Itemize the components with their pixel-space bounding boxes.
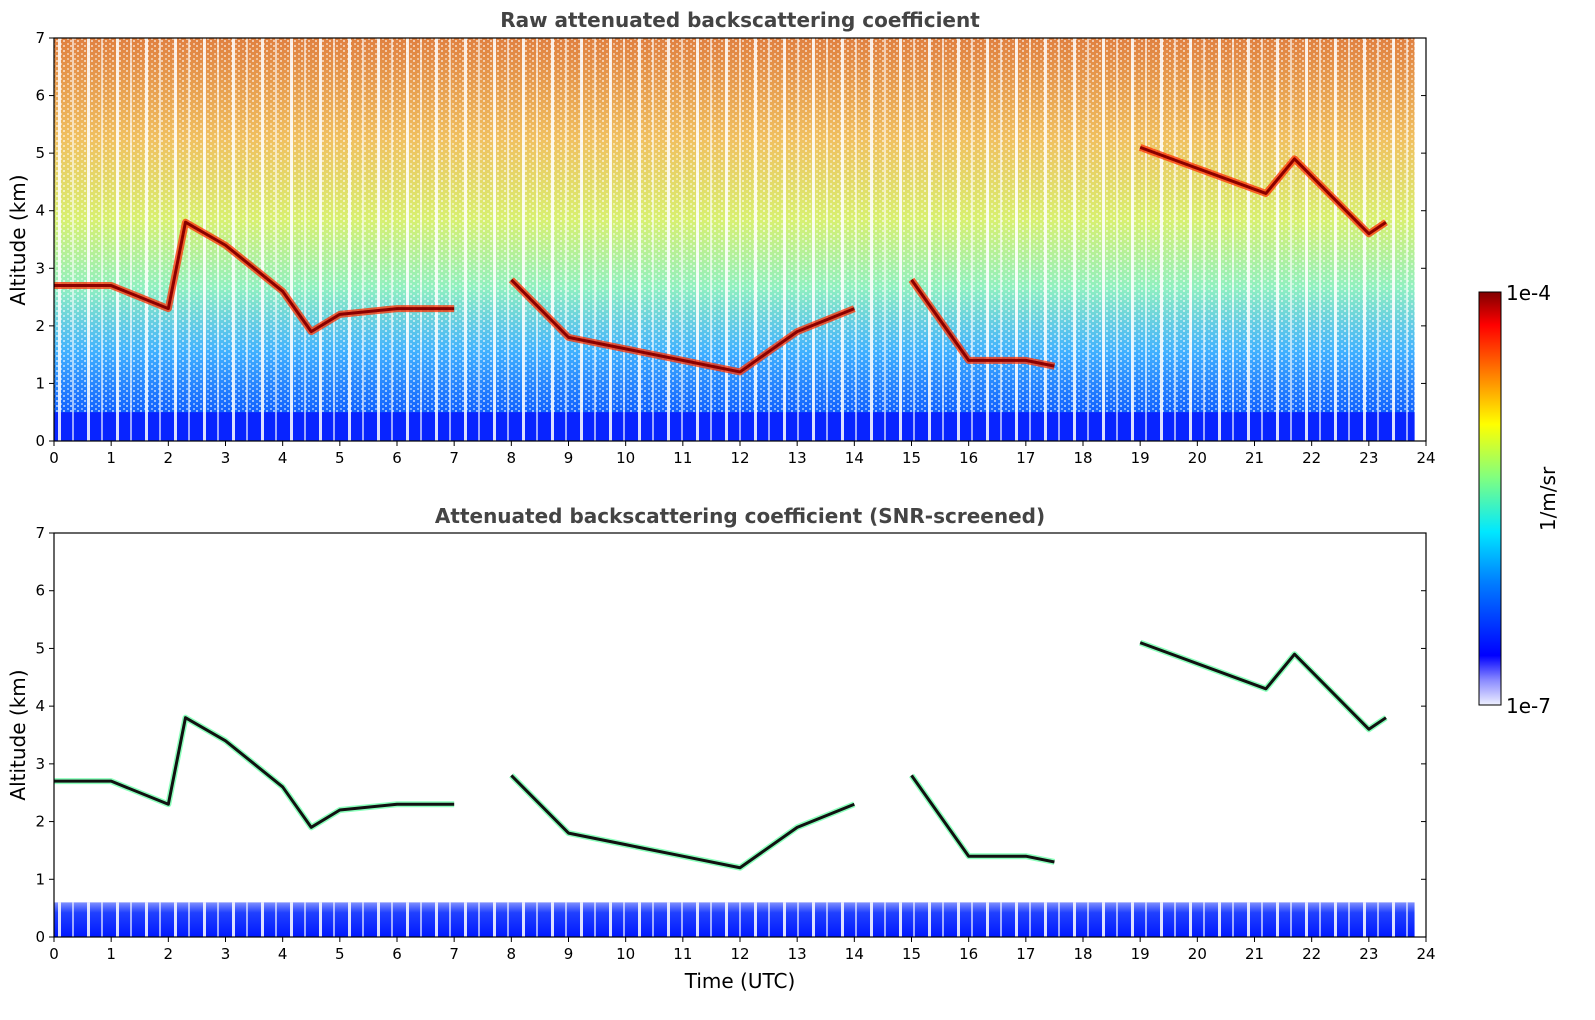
raw-x-tick-label: 2 <box>164 449 174 467</box>
raw-panel-title: Raw attenuated backscattering coefficien… <box>500 8 980 32</box>
colorbar-gradient <box>1478 291 1502 706</box>
raw-y-tick-label: 5 <box>35 144 45 162</box>
screened-y-tick-label: 5 <box>35 639 45 657</box>
raw-x-tick-label: 10 <box>616 449 635 467</box>
screened-x-tick-label: 16 <box>959 945 978 963</box>
screened-y-tick-label: 2 <box>35 813 45 831</box>
screened-x-tick-label: 9 <box>564 945 574 963</box>
raw-plot-area <box>54 38 1415 441</box>
screened-y-axis-label: Altitude (km) <box>6 669 30 800</box>
raw-x-tick-label: 13 <box>788 449 807 467</box>
raw-backscatter-panel: Raw attenuated backscattering coefficien… <box>6 8 1436 467</box>
screened-x-tick-label: 21 <box>1245 945 1264 963</box>
raw-cloud-core <box>1139 145 1387 236</box>
screened-cloud-layer <box>54 716 455 829</box>
raw-x-tick-label: 0 <box>49 449 59 467</box>
raw-x-tick-label: 16 <box>959 449 978 467</box>
screened-cloud-halo <box>54 714 455 831</box>
colorbar-min-label: 1e-7 <box>1506 694 1551 718</box>
raw-gap-stripes <box>54 38 1415 441</box>
raw-x-tick-label: 6 <box>392 449 402 467</box>
raw-x-tick-label: 22 <box>1302 449 1321 467</box>
raw-x-tick-label: 17 <box>1016 449 1035 467</box>
raw-y-tick-label: 7 <box>35 29 45 47</box>
screened-cloud-halo <box>909 773 1056 865</box>
x-axis-label: Time (UTC) <box>684 969 796 993</box>
raw-y-tick-label: 4 <box>35 202 45 220</box>
screened-x-tick-label: 18 <box>1073 945 1092 963</box>
raw-y-tick-label: 6 <box>35 87 45 105</box>
raw-y-ticks: 0 1 2 3 4 5 6 7 <box>35 29 1426 450</box>
raw-x-tick-label: 3 <box>221 449 231 467</box>
raw-cloud-core <box>910 278 1055 368</box>
raw-x-tick-label: 8 <box>507 449 517 467</box>
screened-plot-area <box>54 639 1415 937</box>
raw-x-tick-label: 21 <box>1245 449 1264 467</box>
screened-x-tick-label: 17 <box>1016 945 1035 963</box>
screened-x-tick-label: 8 <box>507 945 517 963</box>
screened-x-tick-label: 15 <box>902 945 921 963</box>
screened-x-tick-label: 0 <box>49 945 59 963</box>
screened-x-tick-label: 19 <box>1131 945 1150 963</box>
raw-x-tick-label: 14 <box>845 449 864 467</box>
screened-x-tick-label: 24 <box>1416 945 1435 963</box>
screened-x-tick-label: 20 <box>1188 945 1207 963</box>
raw-x-tick-label: 20 <box>1188 449 1207 467</box>
raw-cloud-core <box>510 278 855 374</box>
raw-x-tick-label: 4 <box>278 449 288 467</box>
raw-x-tick-label: 9 <box>564 449 574 467</box>
screened-x-tick-label: 14 <box>845 945 864 963</box>
raw-cloud-core <box>54 220 455 334</box>
raw-x-tick-label: 23 <box>1359 449 1378 467</box>
screened-x-tick-label: 3 <box>221 945 231 963</box>
screened-x-tick-label: 5 <box>335 945 345 963</box>
screened-x-tick-label: 7 <box>449 945 459 963</box>
raw-x-tick-label: 24 <box>1416 449 1435 467</box>
screened-x-tick-label: 22 <box>1302 945 1321 963</box>
raw-x-tick-label: 12 <box>730 449 749 467</box>
screened-plot-frame <box>53 532 1427 938</box>
screened-x-tick-label: 1 <box>106 945 116 963</box>
raw-y-axis-label: Altitude (km) <box>6 174 30 305</box>
screened-cloud-halo <box>509 773 856 871</box>
raw-y-tick-label: 2 <box>35 317 45 335</box>
screened-backscatter-panel: Attenuated backscattering coefficient (S… <box>6 504 1436 993</box>
screened-y-tick-label: 1 <box>35 870 45 888</box>
raw-x-tick-label: 18 <box>1073 449 1092 467</box>
screened-x-ticks: 0 1 2 3 4 5 6 7 8 9 10 11 12 13 14 15 16 17 18 19 20 21 22 23 24 <box>49 937 1436 963</box>
screened-cloud-layer <box>910 774 1055 864</box>
screened-x-tick-label: 4 <box>278 945 288 963</box>
colorbar-unit-label: 1/m/sr <box>1536 466 1560 531</box>
screened-y-ticks: 0 1 2 3 4 5 6 7 <box>35 524 1426 946</box>
screened-y-tick-label: 4 <box>35 697 45 715</box>
screened-x-tick-label: 13 <box>788 945 807 963</box>
screened-x-tick-label: 6 <box>392 945 402 963</box>
screened-gap-stripes <box>54 902 1415 937</box>
screened-panel-title: Attenuated backscattering coefficient (S… <box>435 504 1045 528</box>
raw-x-tick-label: 1 <box>106 449 116 467</box>
screened-x-tick-label: 2 <box>164 945 174 963</box>
screened-x-tick-label: 23 <box>1359 945 1378 963</box>
raw-x-tick-label: 5 <box>335 449 345 467</box>
raw-x-tick-label: 19 <box>1131 449 1150 467</box>
raw-y-tick-label: 3 <box>35 259 45 277</box>
screened-x-tick-label: 12 <box>730 945 749 963</box>
screened-y-tick-label: 3 <box>35 755 45 773</box>
screened-cloud-layer <box>1139 641 1387 731</box>
colorbar: 1e-4 1e-7 1/m/sr <box>1478 281 1560 718</box>
colorbar-max-label: 1e-4 <box>1506 281 1551 305</box>
screened-y-tick-label: 0 <box>35 928 45 946</box>
raw-x-tick-label: 15 <box>902 449 921 467</box>
screened-x-tick-label: 11 <box>673 945 692 963</box>
raw-x-tick-label: 7 <box>449 449 459 467</box>
raw-y-tick-label: 1 <box>35 374 45 392</box>
screened-x-tick-label: 10 <box>616 945 635 963</box>
screened-y-tick-label: 7 <box>35 524 45 542</box>
screened-y-tick-label: 6 <box>35 582 45 600</box>
raw-y-tick-label: 0 <box>35 432 45 450</box>
raw-x-tick-label: 11 <box>673 449 692 467</box>
raw-x-ticks: 0 1 2 3 4 5 6 7 8 9 10 11 12 13 14 15 16 17 18 19 20 21 22 23 24 <box>49 441 1436 467</box>
screened-cloud-layer <box>510 774 855 870</box>
